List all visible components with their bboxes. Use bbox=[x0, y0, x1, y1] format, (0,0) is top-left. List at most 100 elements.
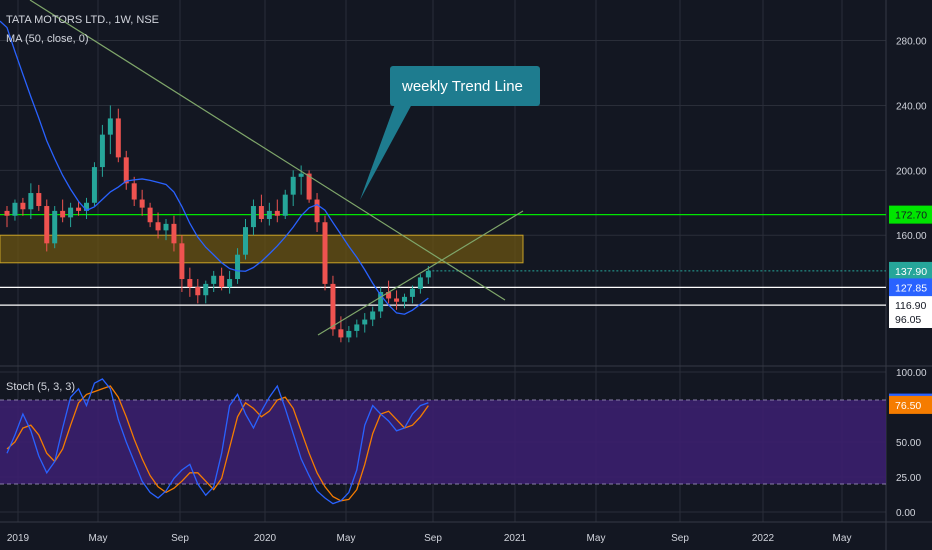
candle-body bbox=[211, 275, 217, 284]
candle-body bbox=[44, 206, 50, 244]
candle-body bbox=[370, 311, 376, 320]
time-tick-label: 2020 bbox=[254, 533, 277, 544]
candle-body bbox=[68, 207, 74, 218]
candle-body bbox=[402, 296, 407, 302]
time-tick-label: May bbox=[89, 533, 108, 544]
candle-body bbox=[409, 288, 415, 297]
candle-body bbox=[417, 277, 423, 289]
time-tick-label: Sep bbox=[424, 533, 442, 544]
candle-body bbox=[4, 210, 10, 216]
stoch-indicator-label[interactable]: Stoch (5, 3, 3) bbox=[6, 381, 76, 393]
candle-body bbox=[227, 279, 233, 288]
candle-body bbox=[203, 283, 209, 296]
stoch-tick-label: 50.00 bbox=[896, 438, 921, 449]
candle-body bbox=[99, 134, 105, 168]
time-tick-label: 2022 bbox=[752, 533, 775, 544]
level-white-2-badge-bg bbox=[889, 296, 932, 315]
candle-body bbox=[362, 319, 368, 325]
axes: 280.00240.00200.00160.00100.0075.0050.00… bbox=[7, 37, 927, 544]
candle-body bbox=[266, 210, 272, 219]
low-badge-bg bbox=[889, 310, 932, 328]
price-tick-label: 240.00 bbox=[896, 101, 927, 112]
callout-box bbox=[390, 66, 540, 106]
level-white-2-badge: 116.90 bbox=[895, 300, 926, 312]
candle-body bbox=[84, 202, 89, 211]
candle-body bbox=[219, 275, 225, 288]
candle-body bbox=[171, 223, 177, 244]
candle-body bbox=[20, 202, 26, 210]
support-resistance-zone bbox=[0, 234, 524, 264]
candle-body bbox=[378, 292, 384, 312]
candlestick-series bbox=[4, 105, 431, 343]
ma-indicator-label[interactable]: MA (50, close, 0) bbox=[6, 33, 89, 45]
green-level-badge-bg bbox=[889, 205, 932, 224]
last-price-badge-bg bbox=[889, 261, 932, 280]
candle-body bbox=[163, 223, 169, 231]
callout-text: weekly Trend Line bbox=[401, 78, 523, 95]
descending-trend-line bbox=[29, 0, 506, 301]
last-price-badge: 137.90 bbox=[895, 266, 927, 278]
candle-body bbox=[314, 199, 320, 223]
candle-body bbox=[107, 118, 113, 135]
candle-body bbox=[187, 279, 193, 288]
candle-body bbox=[155, 222, 161, 231]
green-level-badge: 172.70 bbox=[895, 210, 927, 222]
candle-body bbox=[115, 118, 121, 158]
stoch-k-line bbox=[6, 378, 429, 505]
candle-body bbox=[306, 173, 312, 200]
candle-body bbox=[282, 194, 288, 216]
time-tick-label: May bbox=[587, 533, 606, 544]
candle-body bbox=[322, 222, 328, 284]
candle-body bbox=[298, 173, 304, 177]
time-tick-label: 2021 bbox=[504, 533, 527, 544]
candle-body bbox=[91, 167, 97, 203]
candle-body bbox=[425, 270, 431, 278]
annotation-callout[interactable]: weekly Trend Line bbox=[360, 66, 540, 200]
ma-line bbox=[0, 20, 429, 315]
candle-body bbox=[28, 193, 34, 210]
candle-body bbox=[290, 176, 296, 195]
candle-body bbox=[235, 254, 241, 280]
stoch-tick-label: 25.00 bbox=[896, 473, 921, 484]
moving-average bbox=[0, 20, 429, 315]
candle-body bbox=[346, 330, 352, 338]
zone-rect bbox=[0, 234, 524, 264]
stoch-d-line bbox=[6, 385, 429, 502]
chart-title: TATA MOTORS LTD., 1W, NSE bbox=[6, 14, 160, 26]
candle-body bbox=[60, 210, 66, 218]
stoch-d-badge-bg bbox=[889, 395, 932, 414]
candle-body bbox=[123, 157, 129, 184]
stoch-band bbox=[0, 400, 886, 484]
candle-body bbox=[76, 207, 82, 211]
candle-body bbox=[36, 193, 42, 207]
stoch-tick-label: 0.00 bbox=[896, 508, 916, 519]
candle-body bbox=[12, 202, 18, 216]
candle-body bbox=[338, 329, 344, 338]
candle-body bbox=[386, 292, 392, 299]
time-tick-label: Sep bbox=[171, 533, 189, 544]
callout-pointer bbox=[360, 104, 412, 200]
candle-body bbox=[179, 243, 185, 280]
level-white-1-badge: 127.85 bbox=[895, 282, 927, 294]
candle-body bbox=[330, 283, 336, 330]
time-tick-label: May bbox=[337, 533, 356, 544]
time-tick-label: Sep bbox=[671, 533, 689, 544]
low-badge: 96.05 bbox=[895, 314, 921, 326]
price-tick-label: 280.00 bbox=[896, 37, 927, 48]
candle-body bbox=[394, 298, 400, 302]
candle-body bbox=[258, 206, 264, 219]
stoch-tick-label: 100.00 bbox=[896, 368, 927, 379]
candle-body bbox=[274, 210, 280, 216]
trend-lines bbox=[29, 0, 524, 336]
candle-body bbox=[195, 287, 201, 296]
candle-body bbox=[354, 324, 360, 331]
candle-body bbox=[52, 210, 58, 244]
price-tick-label: 160.00 bbox=[896, 231, 927, 242]
stoch-d-badge: 76.50 bbox=[895, 400, 921, 412]
candle-body bbox=[250, 206, 256, 228]
time-tick-label: May bbox=[833, 533, 852, 544]
level-white-1-badge-bg bbox=[889, 278, 932, 297]
price-tick-label: 200.00 bbox=[896, 166, 927, 177]
